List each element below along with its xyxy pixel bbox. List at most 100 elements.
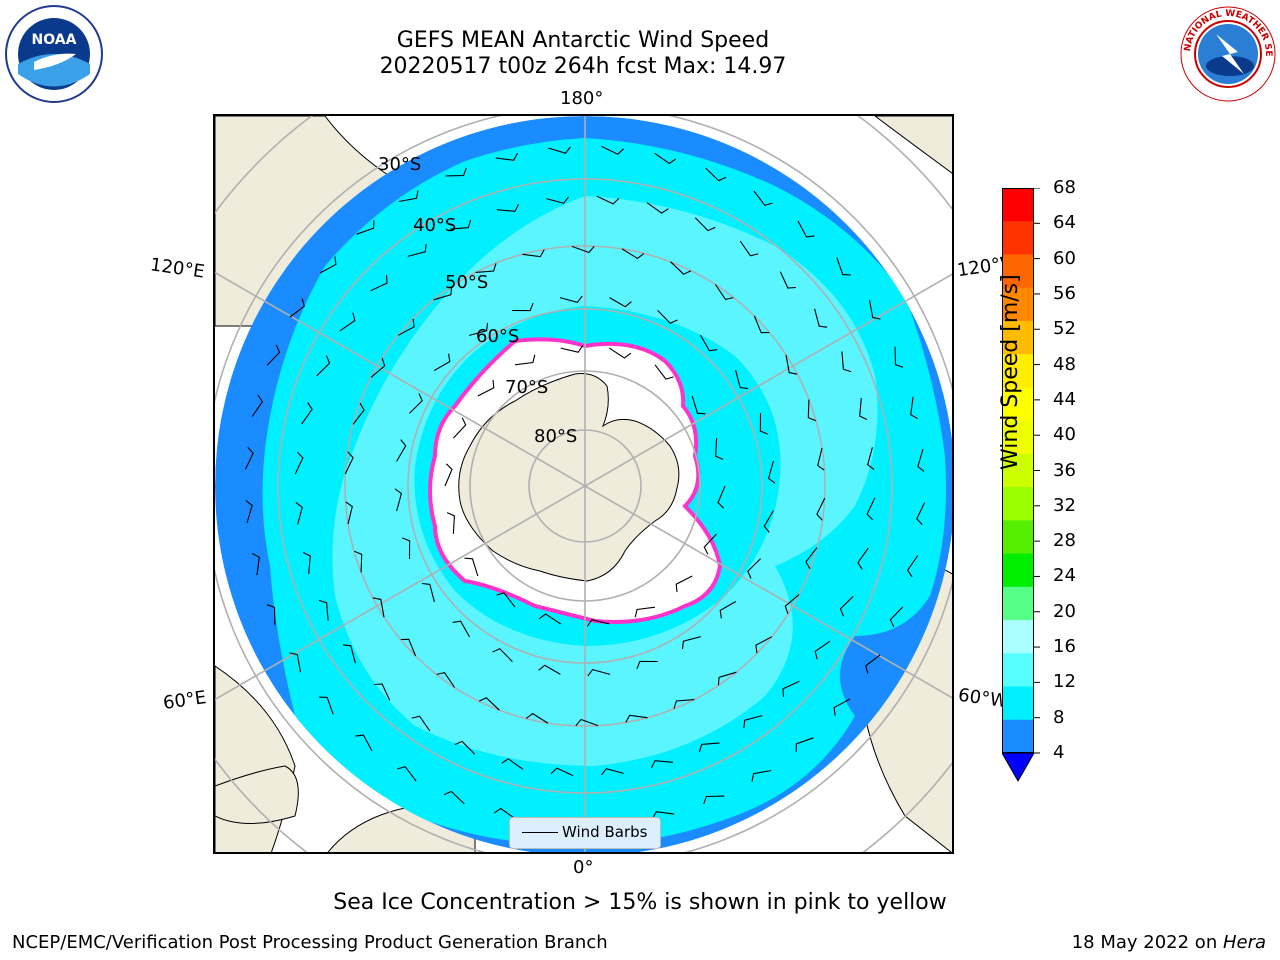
footer-host: Hera (1222, 932, 1266, 953)
lon-label-60e: 60°E (161, 687, 208, 714)
wind-barb (452, 620, 470, 638)
lat-label-80s: 80°S (534, 426, 577, 447)
colorbar-segment (1002, 420, 1034, 455)
colorbar-segment (1002, 320, 1034, 355)
wind-barb (464, 557, 479, 577)
wind-barb (739, 240, 759, 257)
wind-barb (807, 399, 816, 422)
wind-barb (839, 595, 854, 617)
wind-barb (409, 393, 423, 414)
lat-label-70s: 70°S (505, 377, 548, 398)
colorbar-tick-label: 28 (1053, 530, 1076, 552)
colorbar-segment (1002, 221, 1034, 255)
wind-barb (538, 664, 561, 675)
wind-barb (753, 315, 770, 334)
wind-barb (421, 582, 435, 602)
wind-barb (753, 190, 773, 206)
wind-barb (836, 257, 851, 276)
wind-barb (767, 460, 776, 484)
wind-barb (601, 768, 624, 776)
wind-barb (698, 742, 720, 753)
wind-barb (906, 555, 919, 578)
wind-barb (735, 370, 749, 390)
polar-map-canvas: 30°S 40°S 50°S 60°S 70°S 80°S (215, 116, 952, 852)
colorbar-segment (1002, 254, 1034, 289)
wind-barb (797, 220, 815, 238)
wind-barb (601, 145, 624, 155)
wind-barb (512, 302, 534, 312)
wind-barb (634, 606, 656, 618)
wind-barb (477, 379, 495, 397)
wind-barb (894, 346, 904, 368)
colorbar-tick-label: 8 (1053, 706, 1065, 728)
colorbar-segment (1002, 287, 1034, 322)
colorbar-segment (1002, 719, 1034, 754)
footer-date-text: 18 May 2022 on (1071, 932, 1223, 953)
colorbar-tick-label: 56 (1053, 282, 1076, 304)
colorbar-segment (1002, 586, 1034, 621)
wind-barb (525, 712, 549, 724)
wind-barb (411, 715, 431, 732)
colorbar-tick-label: 16 (1053, 636, 1076, 658)
wind-barb (715, 438, 724, 460)
wind-barb (841, 351, 852, 373)
sea-ice-note: Sea Ice Concentration > 15% is shown in … (333, 890, 947, 915)
noaa-logo-text: NOAA (32, 32, 77, 48)
colorbar-segment (1002, 520, 1034, 555)
wind-barb (571, 245, 595, 254)
colorbar-under-arrow (1002, 752, 1035, 783)
wind-barb (301, 402, 313, 425)
colorbar-tick-label: 32 (1053, 494, 1076, 516)
wind-barb (784, 594, 800, 614)
wind-barb (609, 347, 632, 359)
colorbar-segment (1002, 387, 1034, 422)
wind-barb (454, 740, 476, 755)
wind-barb (496, 203, 519, 212)
wind-barb (374, 683, 391, 701)
colorbar-tick-label: 36 (1053, 459, 1076, 481)
wind-barb (548, 146, 571, 154)
wind-barb (675, 575, 693, 593)
wind-barb (342, 644, 356, 664)
wind-barb (719, 601, 737, 619)
wind-barb (636, 660, 658, 670)
wind-barb (266, 604, 276, 626)
wind-barb (596, 195, 620, 205)
graticule (215, 116, 952, 852)
wind-barb (657, 310, 678, 324)
wind-barb (514, 354, 536, 366)
wind-barb (670, 261, 692, 275)
wind-barb (859, 397, 868, 420)
wind-barb (394, 488, 403, 512)
wind-barb (252, 553, 260, 576)
wind-barb (705, 167, 727, 182)
wind-barb (559, 295, 583, 304)
wind-barb (407, 243, 427, 257)
wind-barb (522, 249, 545, 258)
wind-barb (356, 220, 375, 235)
wind-barb (397, 318, 415, 336)
wind-barb (496, 592, 516, 608)
wind-barb (546, 196, 569, 204)
wind-barb (443, 790, 465, 805)
wind-barb (318, 599, 329, 621)
wind-barb (575, 718, 599, 727)
wind-barb (763, 510, 774, 533)
wind-barb (646, 202, 669, 214)
wind-barb (345, 501, 353, 525)
colorbar-tick-label: 48 (1053, 353, 1076, 375)
wind-barb (344, 451, 354, 475)
colorbar-tick-label: 12 (1053, 671, 1076, 693)
wind-barb (814, 308, 828, 328)
wind-barb (372, 597, 385, 618)
wind-barb (917, 449, 925, 472)
wind-barb (302, 552, 311, 575)
wind-barb (319, 256, 337, 274)
wind-barb (785, 354, 798, 375)
wind-barb (694, 217, 716, 232)
wind-barb (492, 648, 513, 662)
wind-barb (865, 654, 881, 674)
wind-barb (444, 463, 453, 487)
wind-barb (651, 760, 674, 769)
colorbar-tick-label: 40 (1053, 424, 1076, 446)
